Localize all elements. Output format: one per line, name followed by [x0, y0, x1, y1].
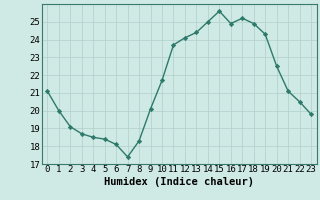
X-axis label: Humidex (Indice chaleur): Humidex (Indice chaleur)	[104, 177, 254, 187]
